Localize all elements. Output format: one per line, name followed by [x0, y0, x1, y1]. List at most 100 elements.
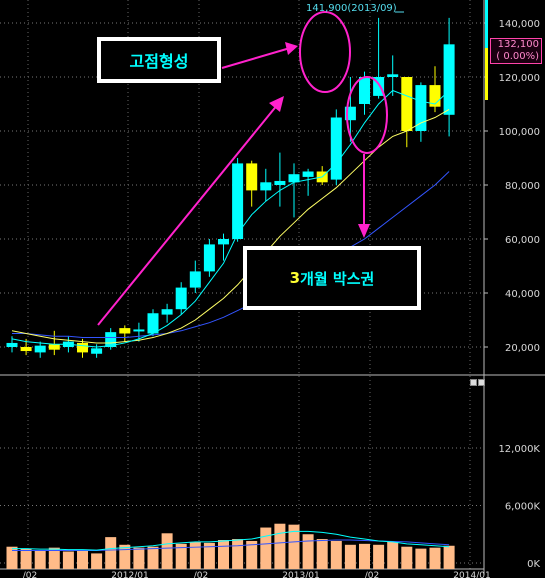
candle-body — [218, 239, 229, 245]
price-tick-label: 100,000 — [499, 127, 540, 138]
price-tick-label: 140,000 — [499, 19, 540, 30]
candle-body — [330, 117, 342, 180]
volume-bar — [6, 546, 18, 569]
volume-tick-label: 12,000K — [498, 444, 540, 455]
current-price-tag: 132,100 ( 0.00%) — [490, 38, 542, 64]
volume-bars — [6, 523, 455, 569]
candle-body — [401, 77, 413, 131]
volume-bar — [429, 547, 441, 569]
box-range-number: 3 — [289, 269, 301, 287]
volume-bar — [373, 544, 385, 569]
current-price-value: 132,100 — [497, 39, 539, 50]
trend-arrow-head — [269, 96, 284, 112]
volume-bar — [48, 547, 60, 569]
volume-bar — [330, 540, 342, 569]
volume-tick-label: 0K — [527, 559, 540, 570]
price-ma-long-line — [12, 171, 450, 339]
volume-bar — [189, 541, 201, 569]
candle-body — [189, 271, 201, 288]
price-tick-label: 20,000 — [505, 343, 540, 354]
volume-bar — [203, 542, 215, 569]
volume-moving-averages — [12, 530, 450, 552]
price-ma-short-line — [11, 89, 450, 348]
peak-arrow-line — [221, 47, 291, 69]
volume-bar — [415, 548, 427, 569]
candle-body — [344, 106, 356, 121]
date-tick-label: /02 — [365, 571, 379, 578]
candle-body — [415, 85, 427, 131]
volume-axis-ticks: 12,000K 6,000K 0K — [498, 444, 540, 570]
volume-bar — [443, 545, 455, 569]
volume-bar — [161, 533, 173, 569]
volume-pane-minimize-button[interactable] — [470, 379, 477, 386]
candle-body — [260, 182, 272, 191]
volume-bar — [218, 540, 229, 569]
volume-ma-short-line — [12, 530, 450, 551]
price-tick-label: 120,000 — [499, 73, 540, 84]
volume-bar — [91, 553, 103, 569]
candle-body — [91, 348, 103, 354]
candle-body — [302, 171, 314, 177]
peak-arrow-head — [285, 42, 298, 55]
candle-body — [443, 44, 455, 115]
price-scroll-indicator-cyan — [485, 0, 488, 48]
box-arrow-head — [358, 224, 370, 238]
volume-bar — [274, 523, 286, 569]
candle-body — [147, 313, 159, 334]
candle-body — [34, 345, 46, 353]
price-axis-ticks: 140,000 120,000 100,000 80,000 60,000 40,000 2… — [484, 19, 540, 354]
volume-bar — [232, 539, 244, 569]
volume-bar — [288, 524, 300, 569]
candle-body — [274, 180, 286, 185]
date-tick-label: 2013/01 — [282, 571, 319, 578]
volume-bar — [105, 537, 117, 569]
volume-tick-label: 6,000K — [505, 502, 541, 513]
current-price-change: ( 0.00%) — [496, 51, 539, 62]
candle-body — [6, 342, 18, 347]
volume-bar — [119, 544, 131, 569]
volume-bar — [175, 543, 187, 569]
candle-body — [387, 74, 399, 77]
candle-body — [246, 163, 258, 191]
candle-body — [373, 77, 385, 96]
peak-formation-box: 고점형성 — [97, 37, 221, 83]
date-tick-label: 2014/01 — [453, 571, 490, 578]
volume-bar — [316, 539, 328, 569]
candle-body — [288, 174, 300, 183]
volume-bar — [20, 548, 32, 569]
candle-body — [105, 332, 117, 347]
peak-formation-label: 고점형성 — [129, 52, 189, 71]
box-range-label: 개월 박스권 — [300, 269, 375, 288]
volume-bar — [147, 546, 159, 569]
volume-bar — [77, 549, 88, 569]
volume-bar — [344, 544, 356, 569]
candle-body — [175, 287, 187, 310]
candle-body — [77, 342, 88, 353]
volume-bar — [302, 534, 314, 569]
peak-circle — [299, 11, 351, 93]
trend-arrow-line — [97, 103, 279, 326]
date-tick-label: 2012/01 — [111, 571, 148, 578]
candle-body — [232, 163, 244, 239]
date-axis-ticks: /02 2012/01/02 2013/01/02 2014/01 — [23, 571, 491, 578]
price-tick-label: 40,000 — [505, 289, 540, 300]
box-circle — [346, 76, 388, 154]
candle-body — [119, 328, 131, 334]
volume-pane-close-button[interactable] — [478, 379, 485, 386]
candle-body — [48, 344, 60, 350]
candle-body — [20, 347, 32, 352]
candle-body — [161, 309, 173, 315]
price-tick-label: 60,000 — [505, 235, 540, 246]
date-tick-label: /02 — [23, 571, 37, 578]
box-range-box: 3 개월 박스권 — [243, 246, 421, 310]
volume-bar — [260, 527, 272, 569]
volume-bar — [359, 543, 370, 569]
candle-body — [359, 77, 370, 104]
candle-body — [429, 85, 441, 107]
candle-body — [203, 244, 215, 272]
volume-bar — [387, 541, 399, 569]
price-scroll-indicator-yellow — [485, 48, 488, 100]
annotation-drawings — [97, 11, 404, 326]
volume-bar — [401, 546, 413, 569]
volume-bar — [133, 547, 145, 569]
